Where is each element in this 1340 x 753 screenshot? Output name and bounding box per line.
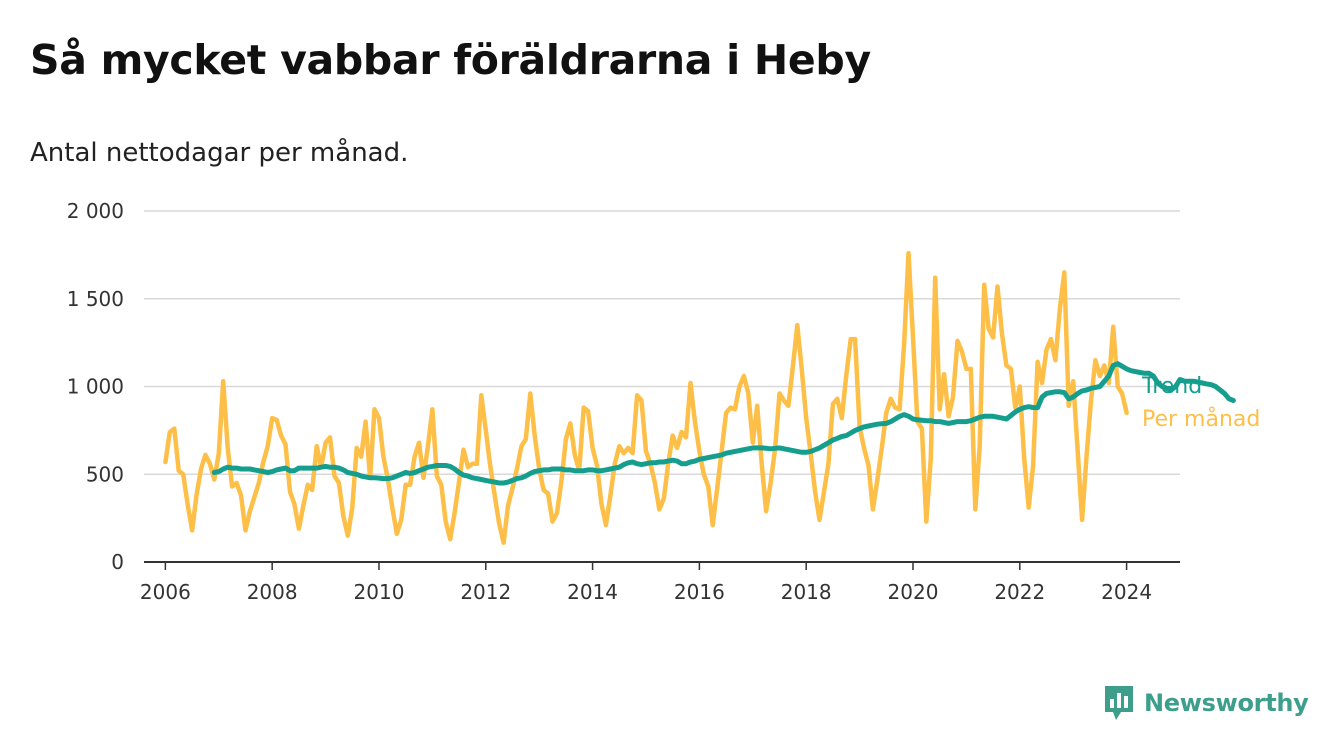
x-tick-label: 2008 (247, 580, 298, 604)
x-tick-label: 2006 (140, 580, 191, 604)
y-tick-label: 500 (86, 462, 124, 486)
x-tick-label: 2016 (674, 580, 725, 604)
y-tick-label: 1 000 (67, 375, 124, 399)
series-labels: Per månad Trend (1141, 374, 1260, 432)
trend-line (211, 361, 1236, 486)
chart-subtitle: Antal nettodagar per månad. (30, 138, 409, 168)
newsworthy-logo: Newsworthy (1102, 683, 1309, 723)
x-tick-label: 2024 (1101, 580, 1152, 604)
x-axis: 2006 2008 2010 2012 2014 2016 2018 2020 2022 2024 (140, 561, 1180, 604)
x-tick-label: 2020 (888, 580, 939, 604)
y-tick-label: 2 000 (67, 199, 124, 223)
x-tick-label: 2010 (354, 580, 405, 604)
x-tick-label: 2022 (994, 580, 1045, 604)
x-tick-label: 2018 (781, 580, 832, 604)
bar-chart-logo-icon (1105, 686, 1133, 720)
trend-series-label: Trend (1141, 374, 1202, 399)
y-tick-label: 0 (111, 550, 124, 574)
gridlines: 0 500 1 000 1 500 2 000 (67, 199, 1180, 574)
x-tick-label: 2014 (567, 580, 618, 604)
chart-title: Så mycket vabbar föräldrarna i Heby (30, 36, 871, 84)
brand-name: Newsworthy (1144, 689, 1309, 717)
monthly-series-label: Per månad (1142, 406, 1260, 432)
series-lines (163, 250, 1236, 545)
monthly-line (163, 250, 1129, 545)
x-tick-label: 2012 (460, 580, 511, 604)
y-tick-label: 1 500 (67, 287, 124, 311)
